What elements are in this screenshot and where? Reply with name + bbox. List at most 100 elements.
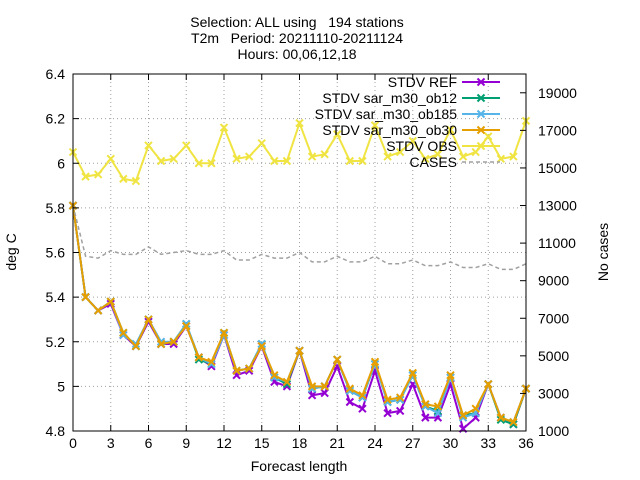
stdv-obs-point (194, 159, 204, 168)
stdv-sar-m30-ob30-point (471, 404, 480, 413)
stdv-obs-point (244, 152, 254, 161)
stdv-sar-m30-ob30-point (370, 357, 380, 367)
legend-label-stdv-obs: STDV OBS (386, 138, 457, 154)
legend-marker-stdv-obs (476, 141, 486, 151)
stdv-sar-m30-ob30-point (320, 382, 329, 391)
stdv-sar-m30-ob185-point (257, 339, 266, 349)
y2-tick-label: 11000 (538, 235, 576, 251)
y2-tick-label: 15000 (538, 160, 577, 176)
stdv-obs-point (131, 176, 141, 186)
stdv-sar-m30-ob185-point (345, 386, 355, 396)
axes: 0 3 6 9 12 15 18 21 24 27 30 33 364.855.25.45.65.866… (46, 66, 578, 451)
stdv-sar-m30-ob30-point (408, 368, 417, 378)
stdv-sar-m30-ob185-point (182, 319, 191, 329)
stdv-ref-point (320, 388, 329, 398)
stdv-sar-m30-ob30-point (345, 384, 355, 393)
stdv-obs-point (119, 174, 128, 184)
stdv-sar-m30-ob30-point (358, 391, 367, 400)
stdv-sar-m30-ob30-point (131, 342, 141, 351)
x-tick-label: 33 (480, 435, 496, 451)
stdv-sar-m30-ob185-point (270, 373, 279, 382)
stdv-sar-m30-ob185-point (119, 330, 128, 340)
stdv-sar-m30-ob30-point (257, 342, 266, 351)
stdv-obs-point (433, 150, 443, 159)
stdv-obs-point (484, 132, 493, 141)
stdv-sar-m30-ob30-point (169, 337, 178, 346)
stdv-sar-m30-ob30-point (194, 353, 204, 362)
stdv-sar-m30-ob30-point (106, 297, 115, 306)
chart-title-line-2: T2m Period: 20211110-20211124 (191, 30, 403, 46)
stdv-sar-m30-ob30-point (182, 321, 191, 331)
legend-label-cases: CASES (410, 154, 457, 170)
y-tick-label: 6.4 (46, 66, 66, 82)
stdv-sar-m30-ob30-point (496, 413, 506, 422)
stdv-sar-m30-ob30-point (232, 366, 241, 375)
stdv-sar-m30-ob30-point (244, 364, 254, 373)
stdv-obs-point (232, 154, 241, 163)
x-tick-label: 0 (69, 435, 77, 451)
stdv-obs-point (282, 156, 292, 166)
stdv-sar-m30-ob30-point (119, 328, 128, 338)
stdv-sar-m30-ob30-point (307, 382, 317, 391)
x-tick-label: 21 (329, 435, 345, 451)
x-tick-label: 27 (405, 435, 421, 451)
x-tick-label: 12 (216, 435, 232, 451)
stdv-sar-m30-ob185-point (458, 413, 468, 422)
stdv-obs-point (458, 152, 468, 161)
stdv-sar-m30-ob30-point (282, 377, 292, 387)
stdv-sar-m30-ob30-point (458, 411, 468, 420)
stdv-obs-point (156, 156, 166, 166)
y2-axis-title: No cases (595, 223, 611, 281)
legend-label-stdv-ref: STDV REF (388, 74, 457, 90)
stdv-obs-point (383, 152, 392, 161)
legend-marker-stdv-sar-m30-ob30 (476, 125, 486, 135)
stdv-sar-m30-ob30-point (421, 400, 430, 409)
y-tick-label: 6.2 (46, 111, 66, 127)
y-tick-label: 4.8 (46, 423, 66, 439)
stdv-sar-m30-ob30-point (93, 306, 103, 315)
stdv-sar-m30-ob30-point (484, 379, 493, 389)
y2-tick-label: 17000 (538, 122, 577, 138)
stdv-ref-point (307, 391, 317, 400)
stdv-obs-point (182, 141, 191, 150)
stdv-ref-point (383, 408, 392, 418)
x-tick-label: 6 (145, 435, 153, 451)
stdv-sar-m30-ob30-point (207, 357, 216, 367)
y-tick-label: 5 (57, 378, 65, 394)
stdv-obs-point (169, 154, 178, 163)
stdv-obs-point (307, 152, 317, 161)
x-tick-label: 9 (182, 435, 190, 451)
stdv-ref-point (345, 397, 355, 407)
stdv-obs-point (93, 170, 103, 179)
legend-marker-stdv-sar-m30-ob185 (476, 109, 486, 119)
y2-tick-label: 5000 (538, 348, 569, 364)
stdv-obs-point (333, 130, 342, 139)
x-tick-label: 30 (443, 435, 459, 451)
legend-marker-stdv-sar-m30-ob12 (476, 93, 486, 103)
stdv-obs-point (257, 138, 266, 148)
x-axis-title: Forecast length (251, 458, 348, 474)
legend-label-stdv-sar-m30-ob30: STDV sar_m30_ob30 (322, 122, 457, 138)
stdv-obs-point (144, 141, 153, 150)
stdv-ref-point (421, 413, 430, 422)
legend-marker-stdv-ref (476, 77, 486, 87)
stdv-sar-m30-ob30-point (446, 371, 455, 380)
y2-tick-label: 3000 (538, 385, 569, 401)
stdv-obs-point (408, 136, 417, 146)
y-tick-label: 6 (57, 155, 65, 171)
stdv-obs-point (345, 156, 355, 166)
stdv-obs-point (207, 159, 216, 168)
chart-title-line-1: Selection: ALL using 194 stations (190, 14, 404, 30)
cases-line (72, 205, 527, 271)
stdv-obs-point (509, 152, 518, 161)
stdv-obs-point (320, 150, 329, 159)
stdv-sar-m30-ob30-point (383, 395, 392, 404)
y2-tick-label: 13000 (538, 198, 577, 214)
stdv-obs-point (395, 147, 405, 157)
y2-tick-label: 9000 (538, 273, 569, 289)
y2-tick-label: 7000 (538, 310, 569, 326)
stdv-sar-m30-ob30-point (81, 292, 90, 302)
stdv-sar-m30-ob185-point (433, 408, 443, 418)
